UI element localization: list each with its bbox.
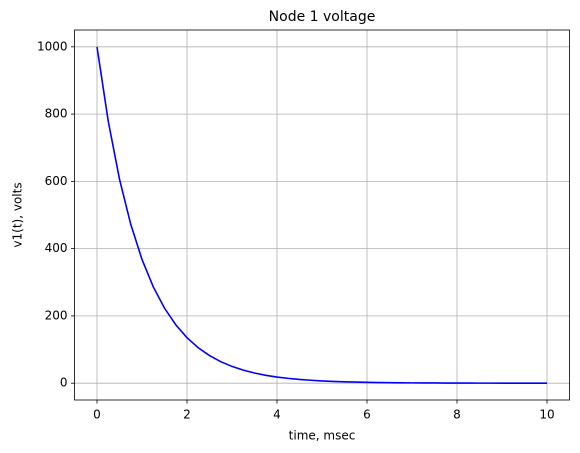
y-tick-label: 200 <box>45 308 68 322</box>
x-tick-label: 10 <box>539 408 554 422</box>
x-tick-label: 4 <box>273 408 281 422</box>
x-tick-label: 2 <box>183 408 191 422</box>
plot-area <box>96 46 548 384</box>
y-tick-label: 1000 <box>37 39 68 53</box>
x-tick-label: 0 <box>93 408 101 422</box>
grid <box>74 30 570 400</box>
chart-title: Node 1 voltage <box>269 9 376 25</box>
y-tick-label: 800 <box>45 107 68 121</box>
y-tick-label: 400 <box>45 241 68 255</box>
x-axis-label: time, msec <box>289 429 356 443</box>
axes-frame <box>74 29 570 401</box>
y-tick-label: 600 <box>45 174 68 188</box>
data-line <box>96 46 548 384</box>
x-tick-label: 8 <box>453 408 461 422</box>
y-axis-label: v1(t), volts <box>11 182 25 247</box>
y-tick-label: 0 <box>60 376 68 390</box>
x-tick-label: 6 <box>363 408 371 422</box>
